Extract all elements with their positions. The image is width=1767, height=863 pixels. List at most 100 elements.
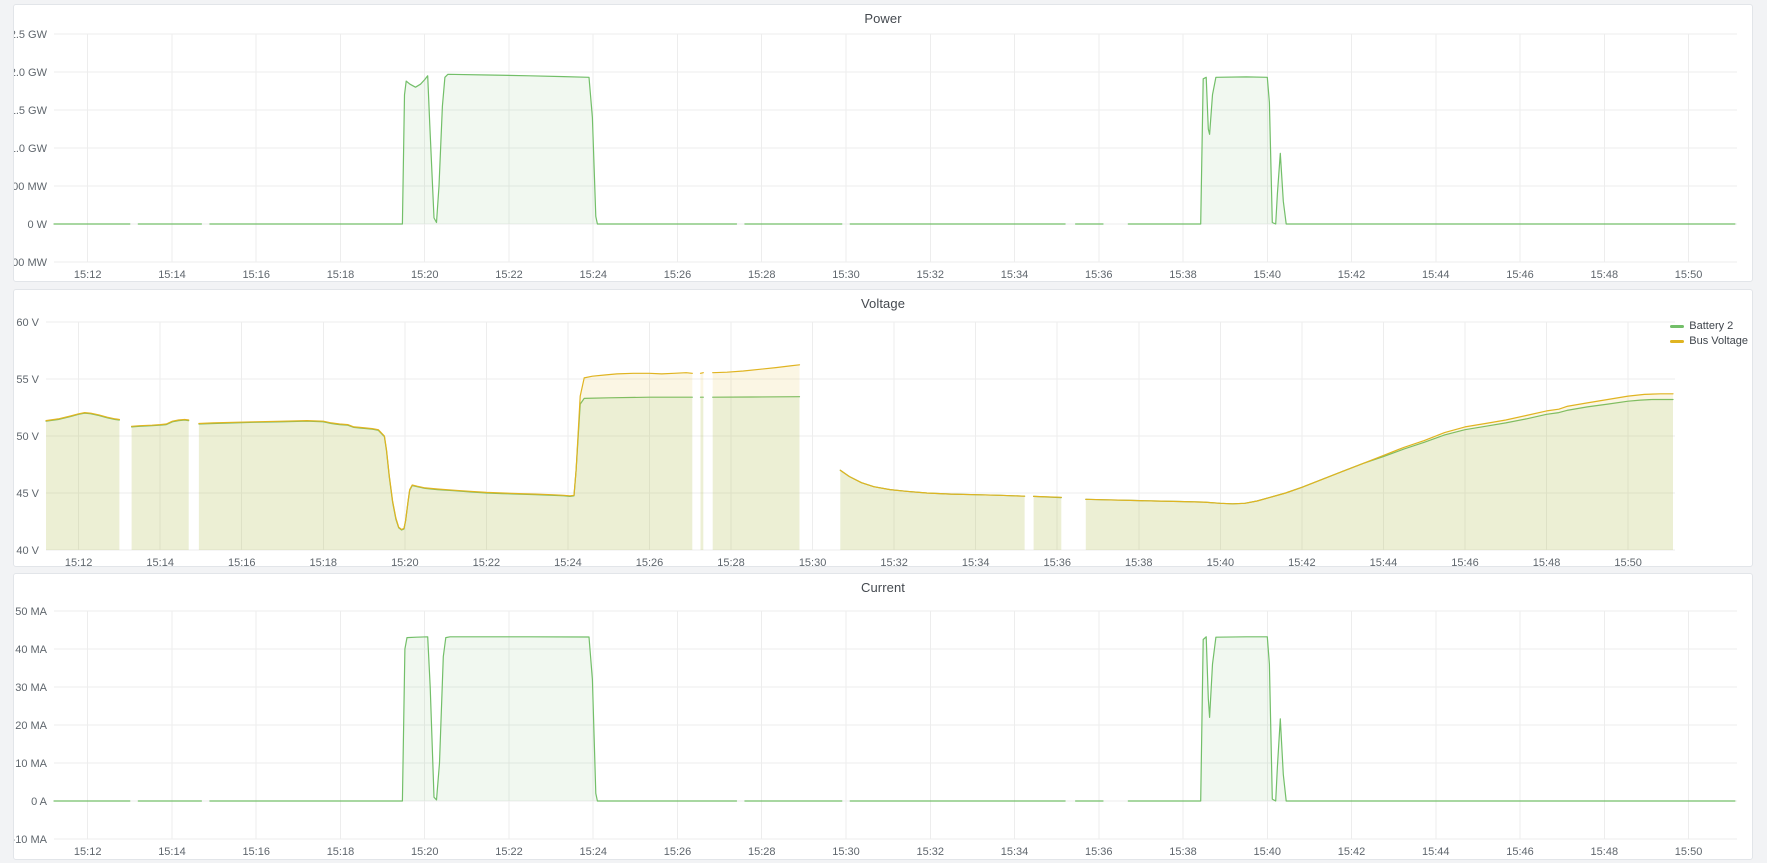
x-axis-label: 15:46 — [1506, 846, 1534, 858]
x-axis-label: 15:16 — [242, 846, 270, 858]
y-axis-label: 2.5 GW — [14, 29, 48, 41]
series-line-1 — [198, 372, 693, 531]
x-axis-label: 15:40 — [1207, 557, 1235, 568]
y-axis-label: 60 V — [16, 317, 39, 329]
x-axis-label: 15:14 — [158, 846, 186, 858]
series-line-0 — [1127, 76, 1736, 225]
y-axis-label: 50 MA — [15, 606, 47, 618]
y-axis-label: 20 MA — [15, 720, 47, 732]
x-axis-label: 15:48 — [1591, 846, 1619, 858]
panel-title-current[interactable]: Current — [860, 579, 906, 595]
legend-item-battery-2[interactable]: Battery 2 — [1670, 320, 1748, 332]
x-axis-label: 15:32 — [916, 846, 944, 858]
x-axis-label: 15:30 — [799, 557, 827, 568]
voltage-chart[interactable]: 40 V 45 V 50 V 55 V 60 V 15:12 15:14 15:16 15:18… — [14, 290, 1752, 568]
series-line-1 — [1085, 393, 1674, 505]
series-area-0 — [1033, 496, 1062, 550]
series-area-1 — [1033, 496, 1062, 550]
gridlines — [46, 321, 1675, 551]
x-axis-label: 15:22 — [495, 846, 523, 858]
x-axis-label: 15:16 — [228, 557, 256, 568]
x-axis-label: 15:36 — [1085, 269, 1113, 281]
x-axis-label: 15:28 — [748, 846, 776, 858]
y-axis-label: 1.0 GW — [14, 143, 48, 155]
series-area-1 — [840, 470, 1025, 550]
x-axis-label: 15:44 — [1422, 846, 1450, 858]
x-axis-label: 15:12 — [74, 846, 102, 858]
y-axis-label: 40 V — [16, 545, 39, 557]
y-axis-label: 0 W — [27, 219, 47, 231]
legend-label: Battery 2 — [1689, 320, 1734, 332]
x-axis-label: 15:26 — [664, 269, 692, 281]
panel-title-power[interactable]: Power — [864, 10, 902, 26]
panel-header-power[interactable]: Power — [14, 5, 1752, 31]
x-axis-label: 15:22 — [495, 269, 523, 281]
x-axis-label: 15:46 — [1451, 557, 1479, 568]
y-axis-label: 1.5 GW — [14, 105, 48, 117]
series-area-1 — [198, 372, 693, 550]
x-axis-label: 15:20 — [391, 557, 419, 568]
series-area-0 — [1085, 399, 1673, 550]
series-area-0 — [712, 396, 800, 550]
series-line-1 — [712, 364, 801, 374]
power-chart[interactable]: -500 MW 0 W 500 MW 1.0 GW 1.5 GW 2.0 GW 2.5 GW… — [14, 5, 1752, 281]
x-axis-label: 15:34 — [1001, 846, 1029, 858]
series-line-0 — [712, 396, 801, 398]
panel-header-voltage[interactable]: Voltage — [14, 290, 1752, 316]
y-axis-label: 45 V — [16, 488, 39, 500]
legend-swatch — [1670, 324, 1685, 328]
series-area-1 — [131, 419, 189, 550]
x-axis-label: 15:24 — [554, 557, 582, 568]
series-area-0 — [1128, 636, 1735, 801]
series-area-0 — [209, 74, 737, 224]
y-axis-label: 30 MA — [15, 682, 47, 694]
x-axis-label: 15:32 — [880, 557, 908, 568]
x-axis-label: 15:26 — [664, 846, 692, 858]
series-area-0 — [840, 470, 1025, 550]
x-axis-label: 15:42 — [1288, 557, 1316, 568]
panel-header-current[interactable]: Current — [14, 574, 1752, 600]
series-line-1 — [699, 372, 704, 374]
panel-current: Current -10 MA 0 A 10 MA 20 MA 30 MA 40 MA 50 … — [13, 573, 1753, 860]
legend-item-bus-voltage[interactable]: Bus Voltage — [1670, 335, 1748, 347]
x-axis-label: 15:30 — [832, 269, 860, 281]
series-area-1 — [46, 412, 120, 550]
x-axis-label: 15:20 — [411, 269, 439, 281]
x-axis-label: 15:28 — [748, 269, 776, 281]
series-line-0 — [1127, 636, 1736, 802]
x-axis-label: 15:12 — [65, 557, 93, 568]
panel-voltage: Voltage 40 V 45 V 50 V 55 V 60 V 15:12 15:14 15… — [13, 289, 1753, 568]
x-axis-label: 15:32 — [916, 269, 944, 281]
chart-canvas: -500 MW 0 W 500 MW 1.0 GW 1.5 GW 2.0 GW 2.5 GW… — [14, 29, 1737, 281]
x-axis-label: 15:36 — [1085, 846, 1113, 858]
x-axis-label: 15:20 — [411, 846, 439, 858]
x-axis-label: 15:18 — [327, 846, 355, 858]
chart-canvas: -10 MA 0 A 10 MA 20 MA 30 MA 40 MA 50 MA 15:12 1… — [14, 606, 1737, 858]
x-axis-label: 15:18 — [310, 557, 338, 568]
series-area-1 — [712, 364, 800, 550]
x-axis-label: 15:22 — [473, 557, 501, 568]
x-axis-label: 15:42 — [1338, 269, 1366, 281]
y-axis-label: 40 MA — [15, 644, 47, 656]
x-axis-label: 15:14 — [146, 557, 174, 568]
current-chart[interactable]: -10 MA 0 A 10 MA 20 MA 30 MA 40 MA 50 MA 15:12 1… — [14, 574, 1752, 859]
x-axis-label: 15:38 — [1169, 846, 1197, 858]
x-axis-label: 15:50 — [1675, 269, 1703, 281]
series-line-1 — [1033, 495, 1062, 498]
x-axis-label: 15:24 — [579, 269, 607, 281]
x-axis-label: 15:34 — [1001, 269, 1029, 281]
x-axis-label: 15:38 — [1169, 269, 1197, 281]
y-axis-label: 2.0 GW — [14, 67, 48, 79]
x-axis-label: 15:44 — [1422, 269, 1450, 281]
chart-canvas: 40 V 45 V 50 V 55 V 60 V 15:12 15:14 15:16 15:18… — [16, 317, 1675, 568]
series-area-0 — [198, 397, 693, 550]
x-axis-label: 15:42 — [1338, 846, 1366, 858]
panel-title-voltage[interactable]: Voltage — [860, 295, 906, 311]
series-area-1 — [1085, 393, 1673, 550]
legend: Battery 2 Bus Voltage — [1670, 320, 1748, 347]
series-area-0 — [700, 397, 704, 550]
gridlines — [54, 610, 1737, 840]
x-axis-label: 15:48 — [1533, 557, 1561, 568]
series-area-0 — [209, 636, 737, 801]
